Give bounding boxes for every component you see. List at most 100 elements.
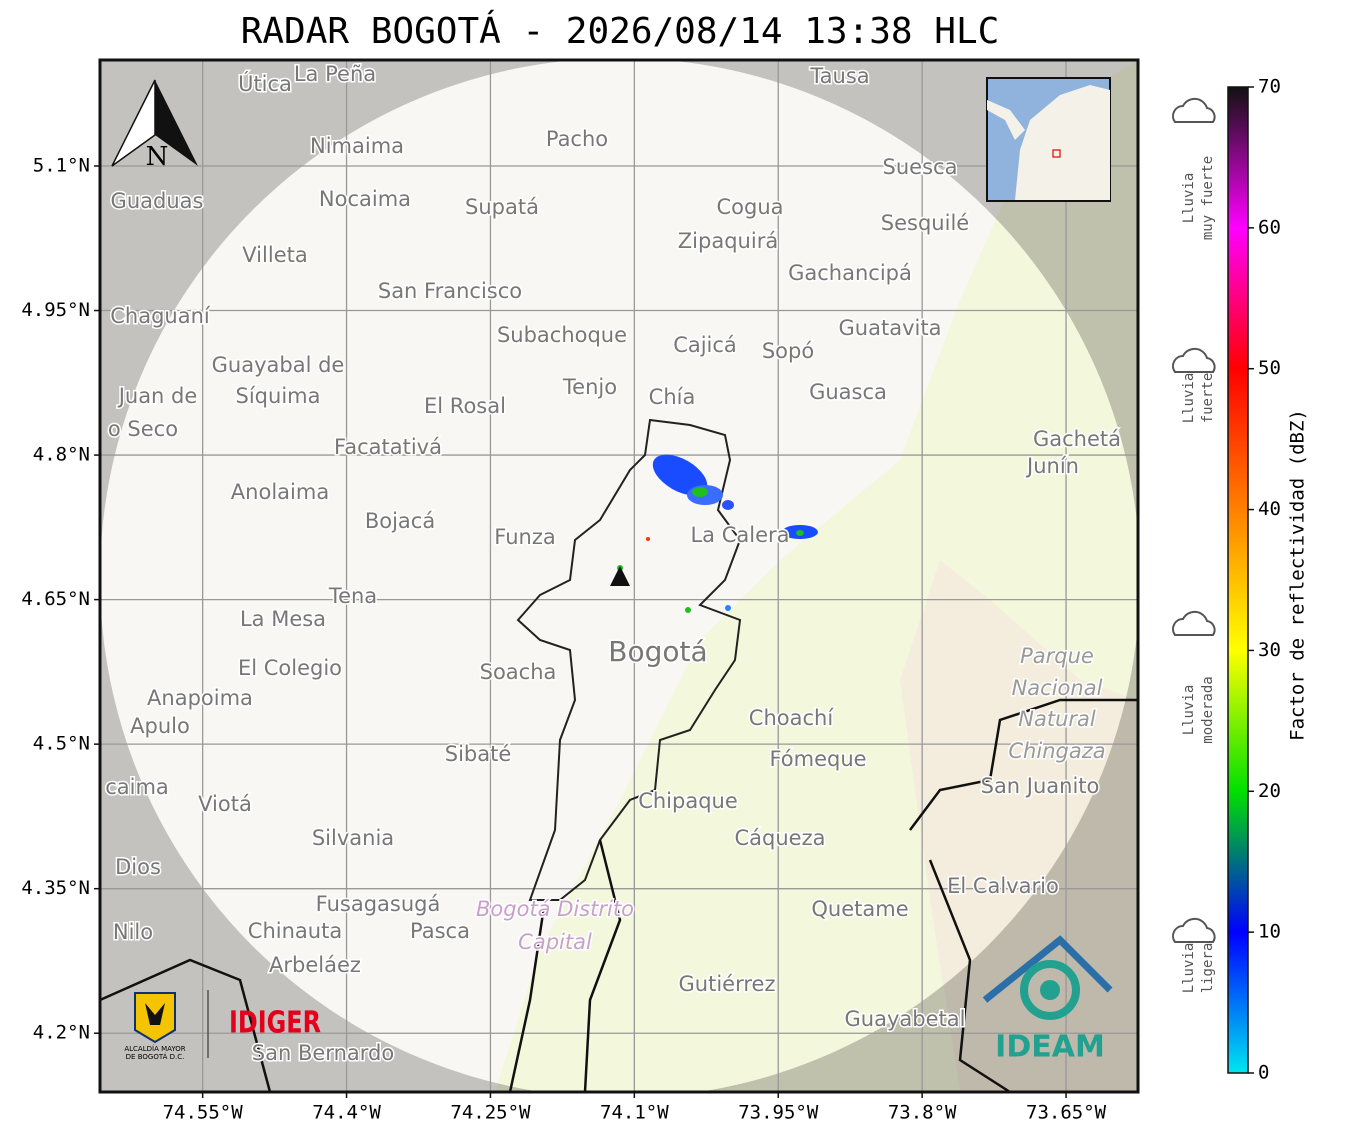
place-label: Pacho [546, 127, 608, 151]
place-label: Chía [649, 385, 696, 409]
place-label: Gutiérrez [679, 972, 776, 996]
x-tick-label: 74.1°W [600, 1102, 669, 1124]
place-label: Sibaté [445, 742, 512, 766]
x-tick-label: 74.25°W [450, 1102, 531, 1124]
place-label: Nilo [113, 920, 153, 944]
legend-label: ligera [1200, 943, 1216, 994]
alcaldia-text: ALCALDÍA MAYOR [124, 1044, 185, 1053]
radar-site [610, 566, 630, 586]
colorbar-tick-label: 70 [1258, 76, 1281, 98]
place-label: Dios [115, 855, 161, 879]
place-label: Viotá [198, 792, 252, 816]
legend-label: Lluvia [1181, 943, 1197, 994]
place-label: La Mesa [240, 607, 326, 631]
place-label: Choachí [749, 706, 835, 730]
weather-icon [1172, 610, 1216, 636]
legend-label: Lluvia [1181, 173, 1197, 224]
place-label: Silvania [312, 826, 394, 850]
place-label: caima [105, 775, 169, 799]
place-label: Bojacá [365, 509, 435, 533]
ideam-text: IDEAM [995, 1030, 1105, 1065]
place-label: Junín [1025, 454, 1079, 478]
place-label: San Juanito [981, 774, 1100, 798]
place-label: Villeta [242, 243, 307, 267]
colorbar-tick-label: 40 [1258, 498, 1281, 520]
place-label: Capital [518, 930, 592, 954]
y-tick-label: 4.65°N [21, 588, 90, 610]
place-label: Gachetá [1033, 427, 1121, 451]
alcaldia-logo: ALCALDÍA MAYOR DE BOGOTÁ D.C. IDIGER [124, 990, 321, 1061]
place-label: Útica [238, 71, 292, 96]
y-tick-label: 4.2°N [33, 1022, 90, 1044]
place-label: Funza [494, 525, 555, 549]
colorbar-tick-label: 0 [1258, 1062, 1269, 1084]
colorbar-label: Factor de reflectividad (dBZ) [1287, 409, 1309, 741]
colorbar-tick-label: 30 [1258, 639, 1281, 661]
place-label: o Seco [108, 417, 178, 441]
place-label: Cajicá [673, 333, 737, 357]
place-label: Apulo [130, 714, 190, 738]
place-label: San Bernardo [252, 1041, 394, 1065]
place-label: Guasca [809, 380, 887, 404]
bogota-boundary [516, 418, 742, 901]
place-label: Sopó [762, 339, 814, 363]
place-label: Fómeque [769, 747, 866, 771]
place-label: Tenjo [562, 375, 617, 399]
colorbar [1227, 86, 1249, 1074]
weather-icon [1172, 97, 1216, 123]
y-tick-label: 4.8°N [33, 444, 90, 466]
place-label: Nacional [1012, 676, 1103, 700]
x-tick-label: 73.95°W [738, 1102, 819, 1124]
place-label: Anolaima [231, 480, 329, 504]
place-label: El Rosal [424, 394, 506, 418]
weather-icon [1172, 347, 1216, 373]
colorbar-tick-label: 20 [1258, 780, 1281, 802]
legend-label: Lluvia [1181, 373, 1197, 424]
place-label: Juan de [117, 384, 198, 408]
place-label: Gachancipá [788, 261, 912, 285]
y-tick-label: 4.95°N [21, 299, 90, 321]
place-label: Nocaima [319, 187, 411, 211]
place-label: Chinauta [248, 919, 342, 943]
place-label: Suesca [883, 155, 958, 179]
map-frame [98, 58, 1140, 1094]
place-label: San Francisco [378, 279, 522, 303]
y-tick-label: 4.5°N [33, 733, 90, 755]
inset-map [986, 77, 1111, 202]
place-label: Zipaquirá [678, 229, 778, 253]
alcaldia-text: DE BOGOTÁ D.C. [126, 1052, 185, 1061]
place-label: Chingaza [1008, 739, 1105, 763]
colorbar-tick-label: 50 [1258, 357, 1281, 379]
place-label: La Calera [690, 523, 789, 547]
place-label: Fusagasugá [316, 892, 441, 916]
colorbar-tick-label: 60 [1258, 216, 1281, 238]
place-label: Cáqueza [735, 826, 826, 850]
x-tick-label: 74.55°W [163, 1102, 244, 1124]
place-label: El Colegio [238, 656, 342, 680]
place-label: Facatativá [334, 435, 442, 459]
place-label: Subachoque [497, 323, 627, 347]
x-tick-label: 73.65°W [1026, 1102, 1107, 1124]
place-label: El Calvario [947, 874, 1059, 898]
title: RADAR BOGOTÁ - 2026/08/14 13:38 HLC [241, 10, 1000, 52]
legend-label: muy fuerte [1200, 156, 1216, 240]
place-label: Nimaima [310, 134, 404, 158]
y-tick-label: 5.1°N [33, 154, 90, 176]
place-label: Anapoima [147, 686, 253, 710]
north-label: N [146, 142, 169, 172]
place-label: Parque [1020, 644, 1094, 668]
place-label: Guayabal de [212, 353, 345, 377]
y-tick-label: 4.35°N [21, 877, 90, 899]
weather-icon [1172, 917, 1216, 943]
place-label: Guayabetal [845, 1007, 966, 1031]
place-label: Supatá [465, 195, 539, 219]
place-label: Sesquilé [881, 211, 969, 235]
place-label: Arbeláez [269, 953, 361, 977]
place-label: Chaguaní [110, 304, 211, 328]
idiger-logo: IDIGER [229, 1006, 321, 1041]
place-label: Bogotá Distrito [476, 897, 634, 921]
place-label: Natural [1018, 707, 1096, 731]
place-label: Bogotá [608, 635, 707, 668]
place-label: Quetame [811, 897, 908, 921]
colorbar-tick-label: 10 [1258, 921, 1281, 943]
